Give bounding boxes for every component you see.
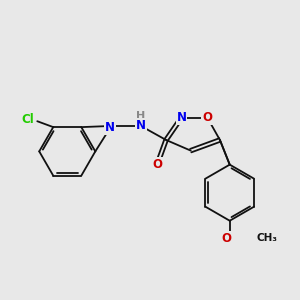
Text: O: O — [202, 111, 212, 124]
Text: H: H — [136, 111, 146, 121]
Text: O: O — [152, 158, 162, 171]
Text: N: N — [176, 111, 187, 124]
Text: Cl: Cl — [22, 113, 34, 126]
Text: N: N — [136, 119, 146, 132]
Text: S: S — [105, 119, 114, 133]
Text: O: O — [221, 232, 231, 244]
Text: CH₃: CH₃ — [257, 233, 278, 243]
Text: Cl: Cl — [22, 113, 34, 126]
Text: N: N — [105, 121, 115, 134]
